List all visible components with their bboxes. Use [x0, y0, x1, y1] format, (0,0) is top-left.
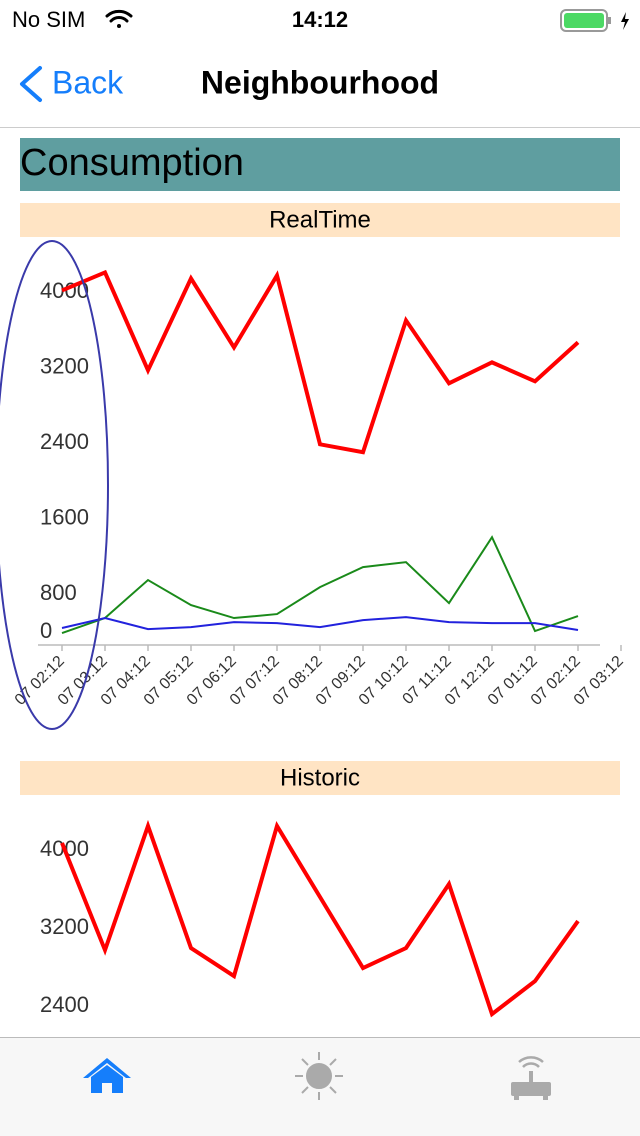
series-line — [61, 535, 579, 634]
y-tick-label: 3200 — [40, 914, 89, 939]
annotation-ellipse — [0, 240, 109, 730]
carrier: No SIM — [12, 7, 85, 32]
y-tick-label: 0 — [40, 618, 52, 643]
chart-banner — [20, 761, 620, 795]
back-chevron[interactable] — [20, 66, 42, 102]
chart-title: RealTime — [269, 206, 371, 233]
chart-title: Historic — [280, 764, 360, 791]
battery-icon — [560, 9, 629, 32]
home-tab[interactable] — [83, 1058, 131, 1093]
back-button[interactable]: Back — [52, 64, 124, 100]
series-line — [61, 616, 579, 631]
y-tick-label: 1600 — [40, 504, 89, 529]
nav-title: Neighbourhood — [201, 64, 439, 100]
y-tick-label: 3200 — [40, 354, 89, 379]
section-title: Consumption — [20, 142, 244, 184]
section-banner — [20, 138, 620, 191]
series-line — [61, 269, 580, 455]
y-tick-label: 2400 — [40, 992, 89, 1017]
router-tab[interactable] — [511, 1056, 551, 1100]
wifi-icon — [105, 9, 133, 28]
sun-tab[interactable] — [295, 1052, 343, 1100]
y-tick-label: 2400 — [40, 429, 89, 454]
series-line — [60, 819, 580, 1018]
y-tick-label: 800 — [40, 580, 77, 605]
chart-banner — [20, 203, 620, 237]
clock: 14:12 — [292, 7, 348, 32]
